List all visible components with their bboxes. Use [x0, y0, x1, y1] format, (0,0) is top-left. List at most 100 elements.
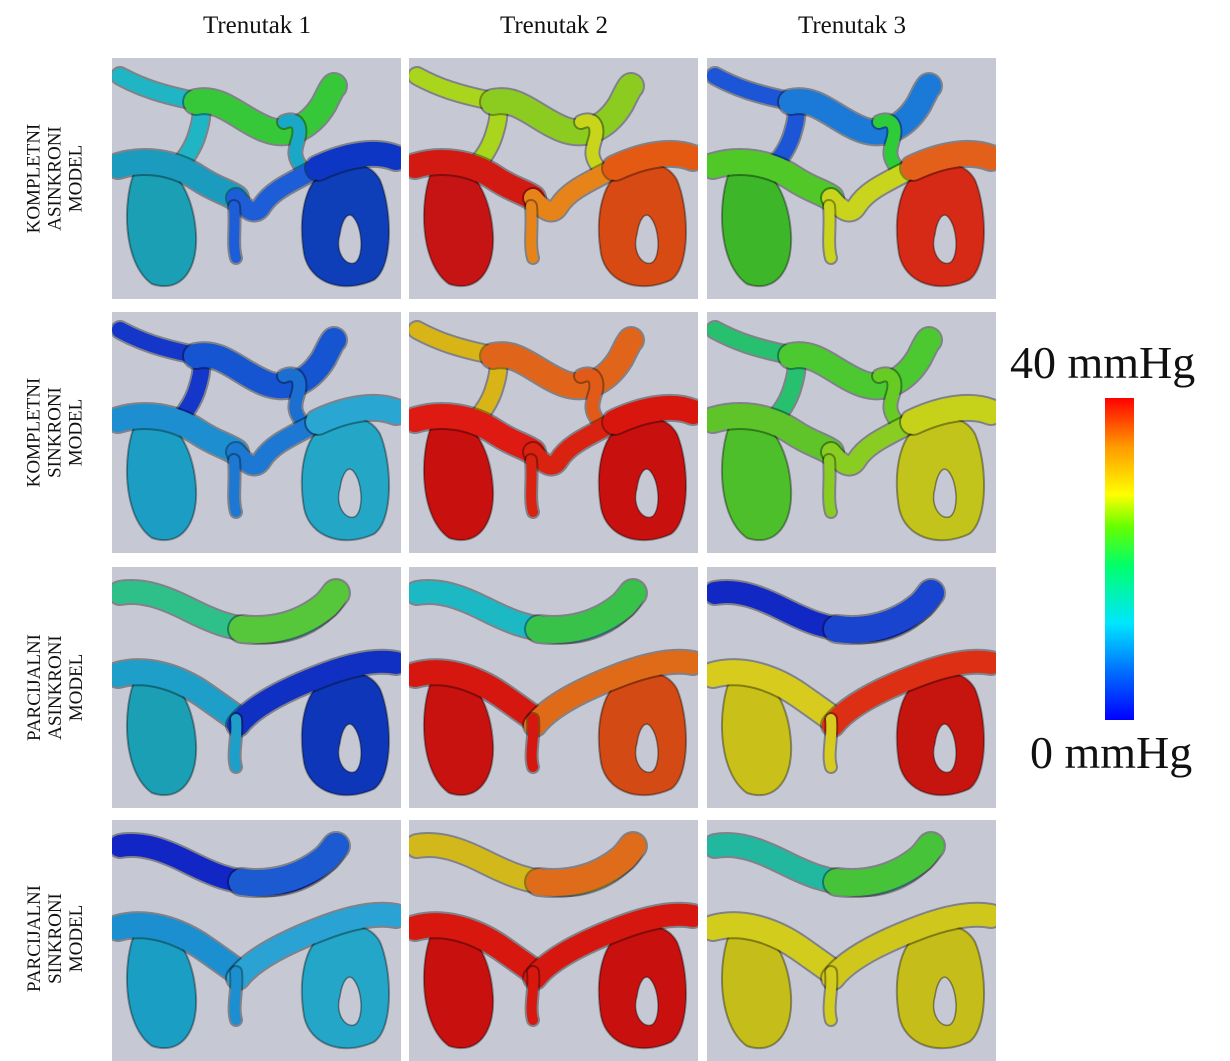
vessel-panel-r3-c2	[409, 567, 698, 808]
upper-vessel-right	[824, 580, 944, 643]
row-label-line: KOMPLETNI	[23, 377, 45, 488]
upper-right-vessel	[779, 74, 941, 145]
connecting-vessel	[278, 368, 308, 428]
vessel-model	[707, 66, 996, 288]
upper-vessel-right	[824, 833, 944, 896]
row-label-2: KOMPLETNI SINKRONI MODEL	[0, 312, 110, 553]
lower-left-vessel	[707, 150, 843, 210]
lower-right-vessel	[901, 141, 996, 180]
vessel-model	[409, 831, 698, 1050]
upper-right-vessel	[779, 328, 941, 399]
row-label-line: SINKRONI	[44, 387, 66, 478]
left-aneurysm-sac	[422, 414, 495, 541]
row-label-line: MODEL	[65, 144, 87, 213]
scale-max-label: 40 mmHg	[1010, 337, 1196, 388]
connecting-vessel	[575, 368, 605, 428]
vessel-model	[707, 578, 996, 797]
row-label-line: PARCIJALNI	[23, 634, 45, 741]
pressure-color-bar	[1105, 398, 1134, 720]
lower-left-vessel	[409, 913, 547, 984]
left-aneurysm-sac	[720, 160, 793, 287]
row-label-line: PARCIJALNI	[23, 885, 45, 992]
column-header-3: Trenutak 3	[797, 12, 907, 39]
vessel-model	[707, 831, 996, 1050]
right-aneurysm-sac-opening	[634, 723, 659, 774]
small-branch-vessel	[526, 714, 539, 772]
left-aneurysm-sac	[125, 414, 198, 541]
vessel-panel-r4-c2	[409, 820, 698, 1061]
vessel-panel-r4-c1	[112, 820, 401, 1061]
right-aneurysm-sac-opening	[634, 976, 659, 1027]
row-label-line: KOMPLETNI	[23, 123, 45, 234]
lower-middle-vessel	[822, 413, 922, 475]
left-aneurysm-sac	[422, 160, 495, 287]
lower-left-vessel	[707, 660, 845, 731]
lower-right-vessel	[603, 141, 698, 180]
vessel-model	[409, 66, 698, 288]
left-aneurysm-sac	[125, 160, 198, 287]
vessel-model	[112, 578, 401, 797]
lower-left-vessel	[112, 660, 250, 731]
row-label-line: ASINKRONI	[44, 635, 66, 740]
row-label-line: ASINKRONI	[44, 126, 66, 231]
vessel-model	[409, 578, 698, 797]
lower-right-vessel	[227, 650, 401, 736]
lower-right-vessel	[901, 395, 996, 434]
vessel-model	[112, 320, 401, 542]
small-branch-vessel	[526, 201, 538, 263]
lower-right-vessel	[822, 903, 996, 989]
upper-right-vessel	[184, 328, 346, 399]
row-label-line: SINKRONI	[44, 893, 66, 984]
lower-right-vessel	[603, 395, 698, 434]
lower-left-vessel	[707, 913, 845, 984]
column-header-2: Trenutak 2	[499, 12, 609, 39]
small-branch-vessel	[526, 455, 538, 517]
vessel-panel-r3-c1	[112, 567, 401, 808]
vessel-model	[112, 831, 401, 1050]
vessel-panel-r1-c3	[707, 58, 996, 299]
right-aneurysm-sac-opening	[932, 723, 957, 774]
lower-right-vessel	[306, 141, 401, 180]
row-label-line: MODEL	[65, 398, 87, 467]
small-branch-vessel	[824, 714, 837, 772]
lower-right-vessel	[227, 903, 401, 989]
lower-right-vessel	[822, 650, 996, 736]
upper-vessel-right	[526, 580, 646, 643]
right-aneurysm-sac-opening	[337, 214, 362, 265]
right-aneurysm-sac-opening	[337, 976, 362, 1027]
right-aneurysm-sac-opening	[932, 976, 957, 1027]
row-label-1: KOMPLETNI ASINKRONI MODEL	[0, 58, 110, 299]
upper-vessel-right	[229, 580, 349, 643]
small-branch-vessel	[229, 455, 241, 517]
vessel-panel-r4-c3	[707, 820, 996, 1061]
vessel-panel-r2-c1	[112, 312, 401, 553]
lower-middle-vessel	[227, 413, 327, 475]
small-branch-vessel	[824, 967, 837, 1025]
lower-left-vessel	[112, 404, 248, 464]
small-branch-vessel	[229, 201, 241, 263]
lower-right-vessel	[524, 650, 698, 736]
upper-vessel-right	[526, 833, 646, 896]
scale-min-label: 0 mmHg	[1030, 727, 1193, 778]
row-label-line: MODEL	[65, 904, 87, 973]
vessel-model	[707, 320, 996, 542]
right-aneurysm-sac-opening	[634, 468, 659, 519]
upper-right-vessel	[184, 74, 346, 145]
connecting-vessel	[873, 368, 903, 428]
row-label-3: PARCIJALNI ASINKRONI MODEL	[0, 567, 110, 808]
upper-right-vessel	[481, 74, 643, 145]
vessel-panel-r2-c2	[409, 312, 698, 553]
right-aneurysm-sac-opening	[337, 723, 362, 774]
right-aneurysm-sac-opening	[932, 468, 957, 519]
upper-vessel-right	[229, 833, 349, 896]
small-branch-vessel	[526, 967, 539, 1025]
lower-left-vessel	[112, 913, 250, 984]
vessel-panel-r1-c1	[112, 58, 401, 299]
connecting-vessel	[575, 114, 605, 174]
lower-left-vessel	[112, 150, 248, 210]
vessel-model	[409, 320, 698, 542]
row-label-4: PARCIJALNI SINKRONI MODEL	[0, 820, 110, 1057]
connecting-vessel	[278, 114, 308, 174]
lower-right-vessel	[524, 903, 698, 989]
small-branch-vessel	[229, 967, 242, 1025]
